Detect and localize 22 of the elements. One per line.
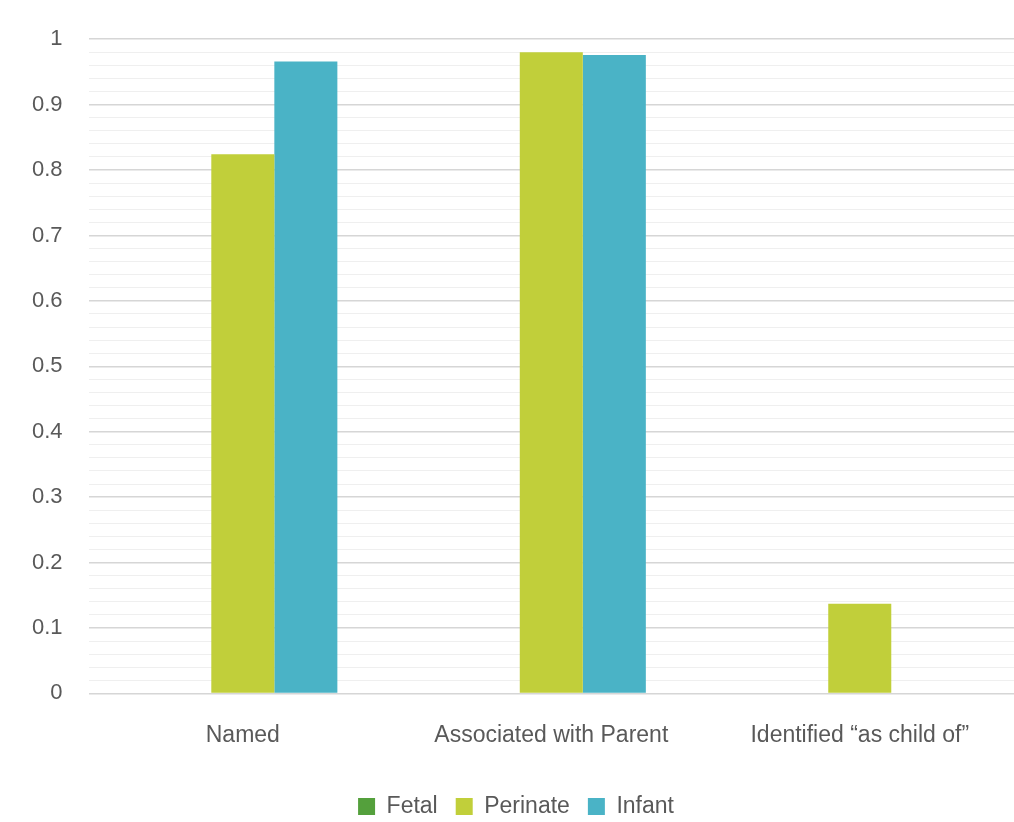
legend-label: Fetal (386, 791, 438, 818)
bar (519, 52, 583, 693)
bar (828, 603, 892, 693)
x-tick-label: Named (205, 720, 280, 747)
y-tick-label: 0 (50, 679, 63, 705)
y-tick-label: 0.8 (31, 156, 63, 182)
y-tick-label: 0.4 (31, 417, 63, 443)
bar (274, 61, 338, 693)
y-tick-label: 0.3 (31, 483, 63, 509)
y-tick-label: 0.6 (31, 286, 63, 312)
x-tick-label: Identified “as child of” (750, 720, 970, 747)
y-tick-label: 0.7 (31, 221, 63, 247)
legend-label: Perinate (484, 791, 570, 818)
x-tick-label: Associated with Parent (434, 720, 669, 747)
y-tick-label: 0.5 (31, 352, 63, 378)
y-tick-label: 1 (50, 25, 63, 51)
bar (582, 54, 646, 693)
y-tick-label: 0.2 (31, 548, 63, 574)
bar (211, 154, 275, 693)
y-tick-label: 0.1 (31, 614, 63, 640)
y-tick-label: 0.9 (31, 90, 63, 116)
legend-label: Infant (616, 791, 675, 818)
